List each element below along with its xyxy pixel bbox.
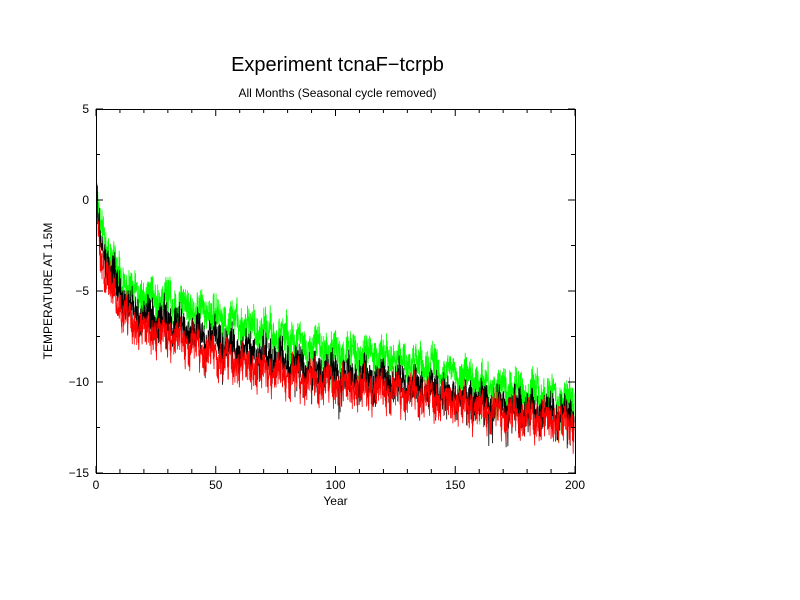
x-tick-label: 100: [325, 478, 345, 492]
chart-subtitle: All Months (Seasonal cycle removed): [238, 86, 437, 100]
y-tick-label: −10: [69, 375, 90, 389]
series-line-3: [96, 185, 575, 454]
y-tick-label: 0: [82, 193, 89, 207]
x-tick-label: 200: [565, 478, 585, 492]
x-tick-label: 150: [445, 478, 465, 492]
chart-title: Experiment tcnaF−tcrpb: [231, 54, 444, 76]
y-tick-label: 5: [82, 102, 89, 116]
y-tick-label: −5: [75, 284, 89, 298]
x-tick-label: 50: [209, 478, 223, 492]
y-axis-label: TEMPERATURE AT 1.5M: [41, 223, 55, 360]
y-tick-label: −15: [69, 466, 90, 480]
x-tick-label: 0: [93, 478, 100, 492]
x-axis-label: Year: [323, 494, 347, 508]
